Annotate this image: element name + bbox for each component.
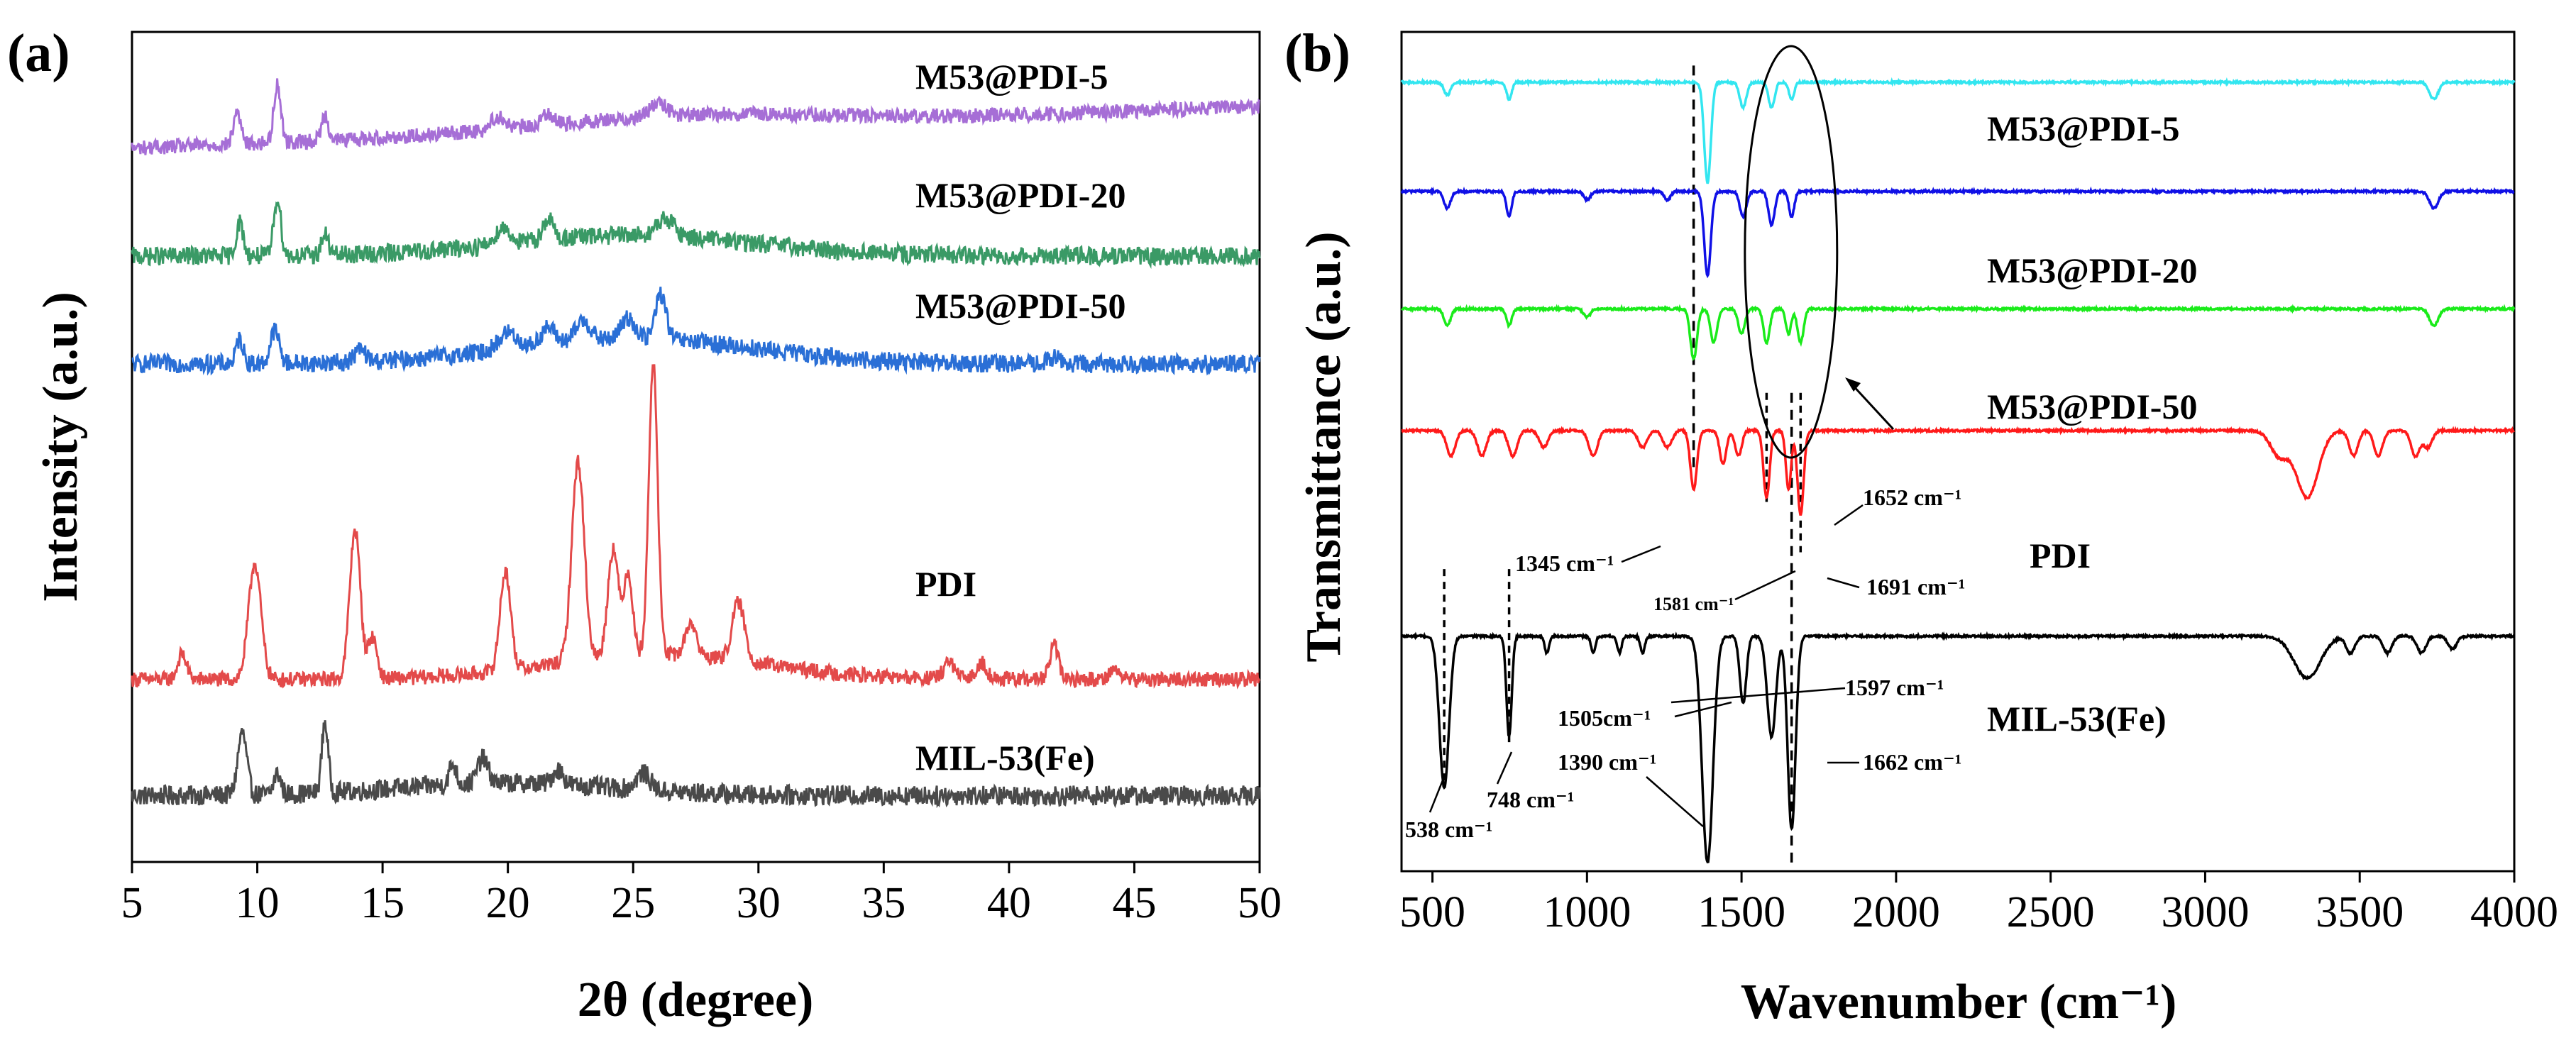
ellipse-arrow-head <box>1845 377 1861 392</box>
panel-b-frame <box>1400 31 2516 873</box>
anno-mil-538-arrow <box>1429 776 1446 813</box>
a-label-pdi: PDI <box>915 564 976 604</box>
anno-pdi-1652: 1652 cm⁻¹ <box>1863 485 1961 510</box>
anno-mil-1662: 1662 cm⁻¹ <box>1863 749 1961 775</box>
panel-a-xrd: (a) 5 10 15 20 25 30 35 40 45 50 M53@PDI-5 M53@PD… <box>7 23 1282 1027</box>
anno-mil-1505-line <box>1674 701 1732 718</box>
anno-mil-1390-arrow <box>1646 776 1704 827</box>
panel-b-series <box>1400 77 2516 864</box>
b-label-mil53: MIL-53(Fe) <box>1987 699 2167 739</box>
b-x-tick-label: 2000 <box>1852 888 1940 936</box>
b-series-m53-pdi-20 <box>1400 186 2515 279</box>
panel-b-ftir: (b) 500 1000 1500 2000 2500 3000 3500 4000 M53@… <box>1284 23 2558 1029</box>
a-x-tick-label: 35 <box>862 879 906 927</box>
anno-mil-1597: 1597 cm⁻¹ <box>1845 675 1944 700</box>
anno-mil-1597-line <box>1670 687 1846 704</box>
a-series-mil-53-fe- <box>131 720 1261 809</box>
b-x-tick-label: 1500 <box>1697 888 1785 936</box>
panel-a-frame <box>131 31 1261 863</box>
a-label-m53pdi5: M53@PDI-5 <box>915 57 1108 96</box>
anno-pdi-1581-arrow <box>1734 570 1796 601</box>
a-label-m53pdi50: M53@PDI-50 <box>915 286 1125 326</box>
a-series-m53-pdi-50 <box>131 287 1261 376</box>
panel-a-label: (a) <box>7 23 70 83</box>
a-x-tick-label: 5 <box>121 879 143 927</box>
a-series-m53-pdi-5 <box>131 78 1260 155</box>
b-x-tick-label: 1000 <box>1543 888 1631 936</box>
anno-pdi-1345: 1345 cm⁻¹ <box>1515 551 1614 576</box>
anno-pdi-1691: 1691 cm⁻¹ <box>1866 574 1965 599</box>
b-label-pdi: PDI <box>2030 536 2091 575</box>
anno-mil-1505: 1505cm⁻¹ <box>1558 705 1651 731</box>
b-series-m53-pdi-5 <box>1400 77 2516 184</box>
a-label-m53pdi20: M53@PDI-20 <box>915 175 1125 215</box>
panel-a-x-ticks: 5 10 15 20 25 30 35 40 45 50 <box>121 862 1282 927</box>
a-x-tick-label: 25 <box>611 879 655 927</box>
a-x-tick-label: 45 <box>1112 879 1156 927</box>
highlight-ellipse <box>1744 45 1839 459</box>
a-x-tick-label: 40 <box>987 879 1031 927</box>
b-x-tick-label: 500 <box>1399 888 1465 936</box>
panel-a-x-axis-title: 2θ (degree) <box>578 973 814 1027</box>
panel-a-y-axis-title: Intensity (a.u.) <box>33 292 88 602</box>
a-x-tick-label: 15 <box>360 879 404 927</box>
a-x-tick-label: 20 <box>486 879 530 927</box>
a-x-tick-label: 50 <box>1238 879 1282 927</box>
b-x-tick-label: 4000 <box>2470 888 2558 936</box>
anno-mil-1390: 1390 cm⁻¹ <box>1558 749 1656 775</box>
b-label-m53pdi5: M53@PDI-5 <box>1987 109 2179 148</box>
ellipse-arrow <box>1849 382 1895 431</box>
b-label-m53pdi20: M53@PDI-20 <box>1987 250 2197 290</box>
peak-annotations: 1345 cm⁻¹ 1581 cm⁻¹ 1652 cm⁻¹ 1691 cm⁻¹ … <box>1405 485 1965 842</box>
a-label-mil53: MIL-53(Fe) <box>915 738 1095 778</box>
anno-pdi-1345-arrow <box>1621 545 1661 563</box>
a-x-tick-label: 30 <box>737 879 781 927</box>
b-series-pdi <box>1401 425 2515 516</box>
b-series-m53-pdi-50 <box>1401 304 2516 361</box>
panel-b-label: (b) <box>1284 23 1350 83</box>
anno-pdi-1652-arrow <box>1834 504 1864 526</box>
b-series-mil-53-fe- <box>1401 631 2515 864</box>
panel-b-y-axis-title: Transmittance (a.u.) <box>1297 231 1351 662</box>
a-x-tick-label: 10 <box>236 879 280 927</box>
anno-mil-748-arrow <box>1496 751 1513 785</box>
panel-b-reference-lines <box>1443 65 1802 863</box>
anno-mil-748: 748 cm⁻¹ <box>1487 787 1574 812</box>
b-x-tick-label: 3000 <box>2161 888 2249 936</box>
anno-mil-538: 538 cm⁻¹ <box>1405 817 1492 842</box>
a-series-pdi <box>131 364 1261 690</box>
panel-a-series <box>131 78 1261 809</box>
panel-b-x-axis-title: Wavenumber (cm⁻¹) <box>1741 975 2177 1029</box>
panel-b-x-ticks: 500 1000 1500 2000 2500 3000 3500 4000 <box>1399 871 2558 936</box>
b-x-tick-label: 3500 <box>2316 888 2404 936</box>
anno-pdi-1581: 1581 cm⁻¹ <box>1653 594 1734 614</box>
b-x-tick-label: 2500 <box>2007 888 2095 936</box>
a-series-m53-pdi-20 <box>131 201 1261 270</box>
b-label-m53pdi50: M53@PDI-50 <box>1987 387 2197 426</box>
anno-pdi-1691-arrow <box>1827 577 1860 589</box>
